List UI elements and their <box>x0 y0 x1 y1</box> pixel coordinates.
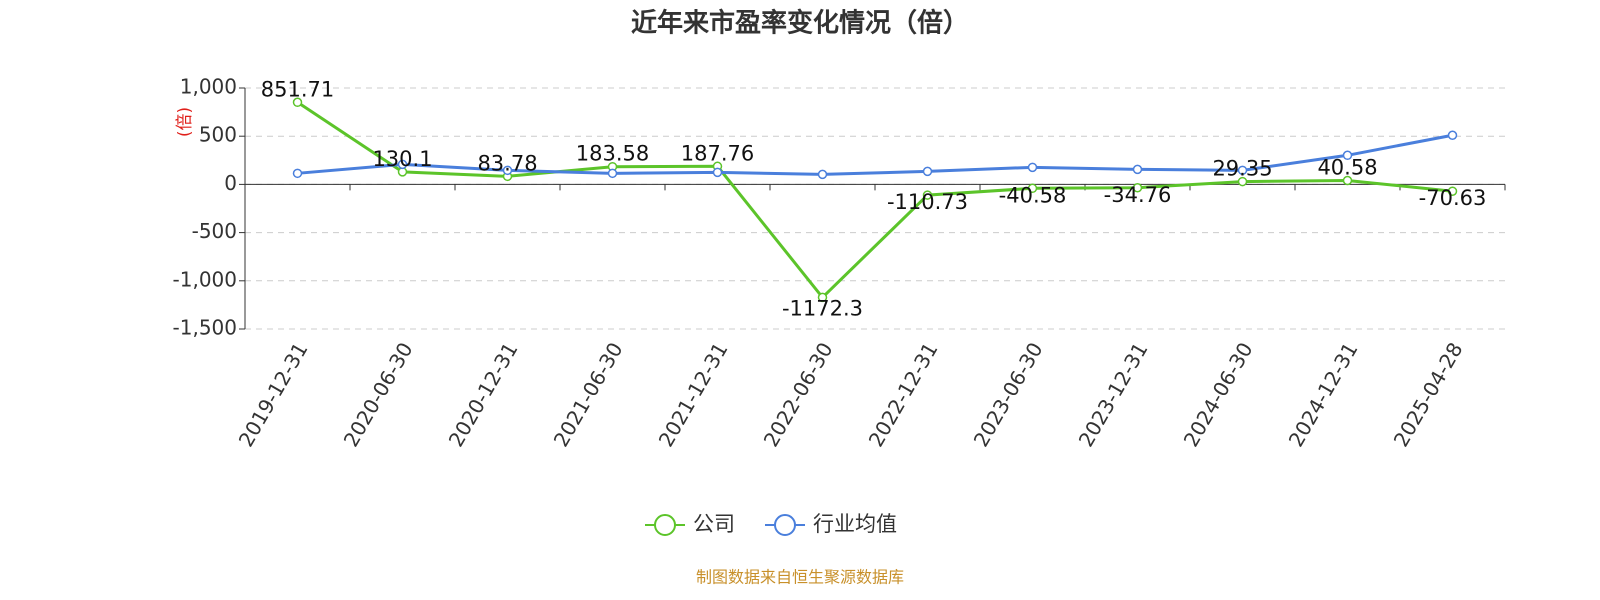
data-point <box>712 167 723 178</box>
data-point <box>1132 183 1143 193</box>
data-point <box>1447 186 1458 196</box>
source-note: 制图数据来自恒生聚源数据库 <box>696 568 904 587</box>
data-point <box>607 168 618 179</box>
chart-title: 近年来市盈率变化情况（倍） <box>631 8 969 39</box>
data-label: -1172.3 <box>782 296 863 320</box>
series-line <box>296 101 1453 300</box>
y-axis-label: (倍) <box>175 107 195 137</box>
y-tick-label: 1,000 <box>180 75 237 99</box>
data-point <box>1132 164 1143 175</box>
data-point <box>1342 150 1353 161</box>
data-point <box>397 159 408 170</box>
data-point <box>292 97 303 108</box>
data-label: -110.73 <box>887 190 968 214</box>
legend-label: 行业均值 <box>813 512 897 536</box>
data-point <box>922 166 933 177</box>
y-tick-label: -1,500 <box>173 316 237 340</box>
x-tick-label: 2024-12-31 <box>1284 338 1363 451</box>
x-tick-label: 2023-12-31 <box>1074 338 1153 451</box>
x-tick-label: 2020-12-31 <box>444 338 523 451</box>
x-tick-label: 2021-06-30 <box>549 338 628 451</box>
x-tick-label: 2022-06-30 <box>759 338 838 451</box>
data-point <box>1027 162 1038 173</box>
legend-marker <box>654 514 676 536</box>
data-label: 187.76 <box>681 141 754 165</box>
series-line <box>297 133 1453 176</box>
x-tick-label: 2021-12-31 <box>654 338 733 451</box>
y-tick-label: 0 <box>224 171 237 195</box>
legend-label: 公司 <box>693 512 735 536</box>
x-tick-label: 2019-12-31 <box>234 338 313 451</box>
y-tick-label: -500 <box>192 219 237 243</box>
data-point <box>1237 176 1248 187</box>
data-point <box>1342 175 1353 186</box>
data-label: -34.76 <box>1104 183 1172 207</box>
x-tick-label: 2022-12-31 <box>864 338 943 451</box>
data-point <box>922 190 933 200</box>
data-label: 851.71 <box>261 77 334 101</box>
data-label: 40.58 <box>1317 155 1377 179</box>
x-tick-label: 2023-06-30 <box>969 338 1048 451</box>
data-label: 83.78 <box>477 151 537 175</box>
y-tick-label: -1,000 <box>173 267 237 291</box>
data-label: 183.58 <box>576 142 649 166</box>
data-point <box>1447 130 1458 140</box>
data-label: 29.35 <box>1212 157 1272 181</box>
x-tick-label: 2024-06-30 <box>1179 338 1258 451</box>
data-point <box>292 168 303 179</box>
data-label: 130.1 <box>372 147 432 171</box>
data-point <box>1027 183 1038 194</box>
data-point <box>817 169 828 180</box>
y-tick-label: 500 <box>199 123 237 147</box>
data-label: -40.58 <box>999 183 1067 207</box>
legend-marker <box>774 514 796 536</box>
data-label: -70.63 <box>1419 186 1487 210</box>
x-tick-label: 2025-04-28 <box>1389 338 1468 451</box>
x-tick-label: 2020-06-30 <box>339 338 418 451</box>
data-point <box>817 292 828 303</box>
data-point <box>502 165 513 176</box>
data-point <box>1237 165 1248 176</box>
